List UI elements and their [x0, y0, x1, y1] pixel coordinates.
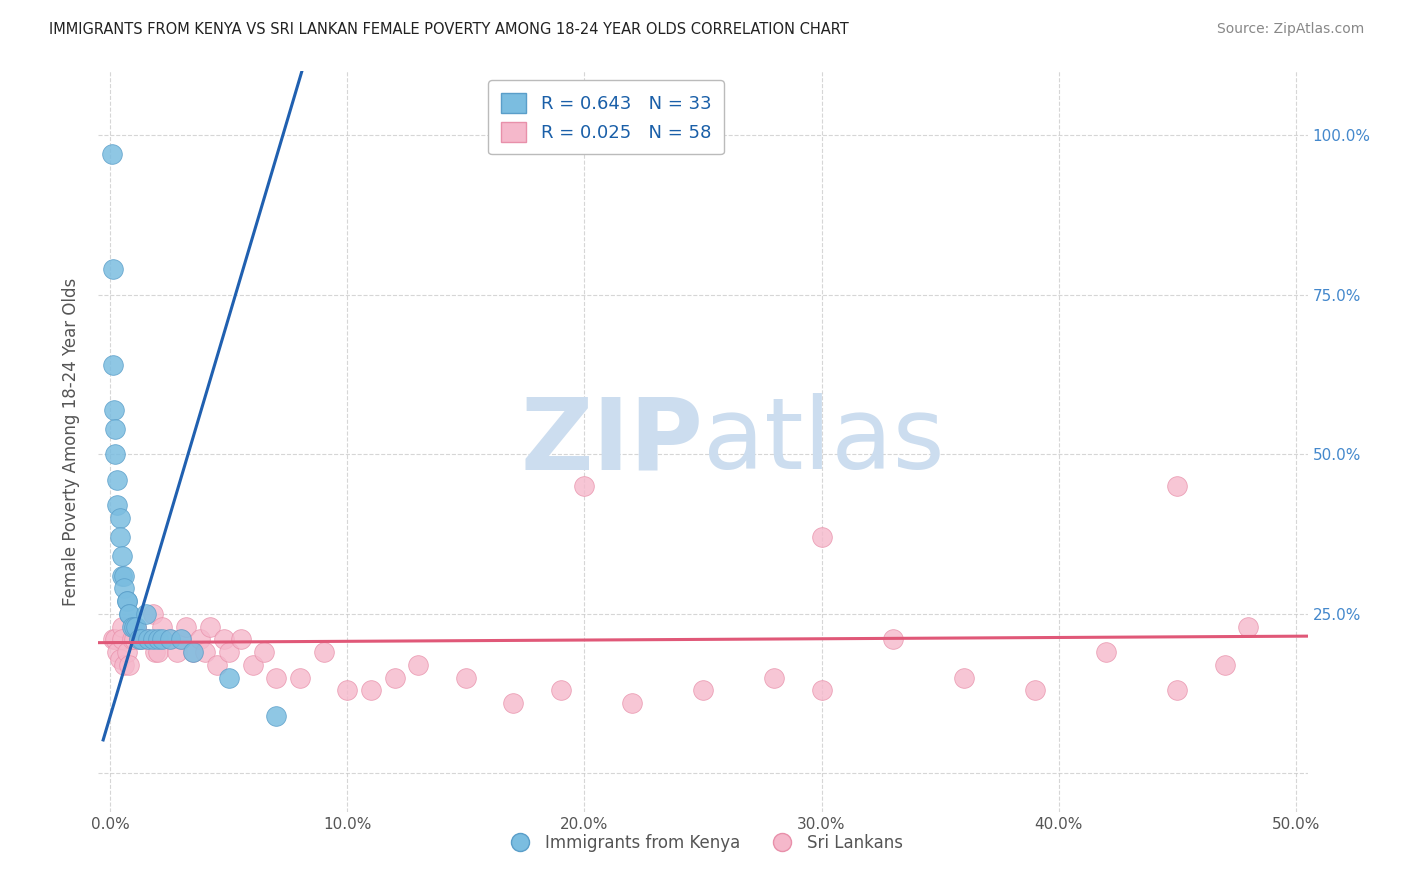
- Point: [105, 645, 128, 659]
- Point: [128, 632, 150, 647]
- Point: [882, 632, 904, 647]
- Point: [101, 262, 124, 277]
- Point: [198, 619, 221, 633]
- Point: [152, 632, 174, 647]
- Point: [1024, 683, 1046, 698]
- Point: [104, 447, 127, 461]
- Point: [181, 645, 204, 659]
- Point: [229, 632, 252, 647]
- Point: [136, 632, 159, 647]
- Point: [218, 671, 240, 685]
- Point: [122, 619, 145, 633]
- Point: [336, 683, 359, 698]
- Point: [1237, 619, 1260, 633]
- Point: [125, 619, 148, 633]
- Point: [111, 549, 134, 564]
- Point: [122, 632, 145, 647]
- Point: [360, 683, 382, 698]
- Point: [121, 619, 143, 633]
- Point: [810, 683, 832, 698]
- Point: [129, 632, 152, 647]
- Point: [101, 147, 124, 161]
- Point: [384, 671, 406, 685]
- Point: [104, 422, 127, 436]
- Point: [125, 619, 148, 633]
- Point: [242, 657, 264, 672]
- Point: [143, 645, 166, 659]
- Point: [152, 619, 174, 633]
- Point: [105, 499, 128, 513]
- Point: [105, 473, 128, 487]
- Point: [288, 671, 311, 685]
- Point: [810, 530, 832, 544]
- Point: [142, 632, 165, 647]
- Point: [159, 632, 181, 647]
- Point: [128, 632, 150, 647]
- Point: [118, 607, 141, 621]
- Point: [502, 696, 524, 710]
- Point: [190, 632, 212, 647]
- Text: atlas: atlas: [703, 393, 945, 490]
- Point: [264, 709, 287, 723]
- Point: [952, 671, 974, 685]
- Point: [1095, 645, 1118, 659]
- Point: [253, 645, 276, 659]
- Point: [114, 657, 136, 672]
- Point: [312, 645, 335, 659]
- Text: IMMIGRANTS FROM KENYA VS SRI LANKAN FEMALE POVERTY AMONG 18-24 YEAR OLDS CORRELA: IMMIGRANTS FROM KENYA VS SRI LANKAN FEMA…: [49, 22, 849, 37]
- Point: [104, 632, 127, 647]
- Point: [212, 632, 235, 647]
- Point: [218, 645, 240, 659]
- Point: [194, 645, 217, 659]
- Point: [454, 671, 477, 685]
- Point: [170, 632, 193, 647]
- Point: [103, 402, 125, 417]
- Point: [1166, 479, 1188, 493]
- Point: [101, 358, 124, 372]
- Point: [205, 657, 228, 672]
- Point: [118, 607, 141, 621]
- Point: [264, 671, 287, 685]
- Point: [111, 619, 134, 633]
- Point: [142, 607, 165, 621]
- Point: [170, 632, 193, 647]
- Point: [166, 645, 188, 659]
- Point: [115, 594, 138, 608]
- Point: [159, 632, 181, 647]
- Point: [121, 632, 143, 647]
- Point: [174, 619, 197, 633]
- Point: [620, 696, 643, 710]
- Point: [111, 568, 134, 582]
- Point: [118, 657, 141, 672]
- Point: [146, 632, 169, 647]
- Point: [181, 645, 204, 659]
- Point: [115, 594, 138, 608]
- Point: [114, 582, 136, 596]
- Point: [135, 607, 157, 621]
- Y-axis label: Female Poverty Among 18-24 Year Olds: Female Poverty Among 18-24 Year Olds: [62, 277, 80, 606]
- Point: [108, 511, 131, 525]
- Legend: Immigrants from Kenya, Sri Lankans: Immigrants from Kenya, Sri Lankans: [496, 828, 910, 859]
- Point: [108, 651, 131, 665]
- Point: [574, 479, 596, 493]
- Point: [114, 568, 136, 582]
- Text: ZIP: ZIP: [520, 393, 703, 490]
- Point: [408, 657, 430, 672]
- Point: [136, 632, 159, 647]
- Point: [1213, 657, 1236, 672]
- Point: [550, 683, 572, 698]
- Point: [115, 645, 138, 659]
- Point: [129, 632, 152, 647]
- Point: [1166, 683, 1188, 698]
- Point: [101, 632, 124, 647]
- Point: [135, 632, 157, 647]
- Point: [692, 683, 714, 698]
- Point: [146, 645, 169, 659]
- Point: [763, 671, 786, 685]
- Point: [108, 530, 131, 544]
- Text: Source: ZipAtlas.com: Source: ZipAtlas.com: [1216, 22, 1364, 37]
- Point: [111, 632, 134, 647]
